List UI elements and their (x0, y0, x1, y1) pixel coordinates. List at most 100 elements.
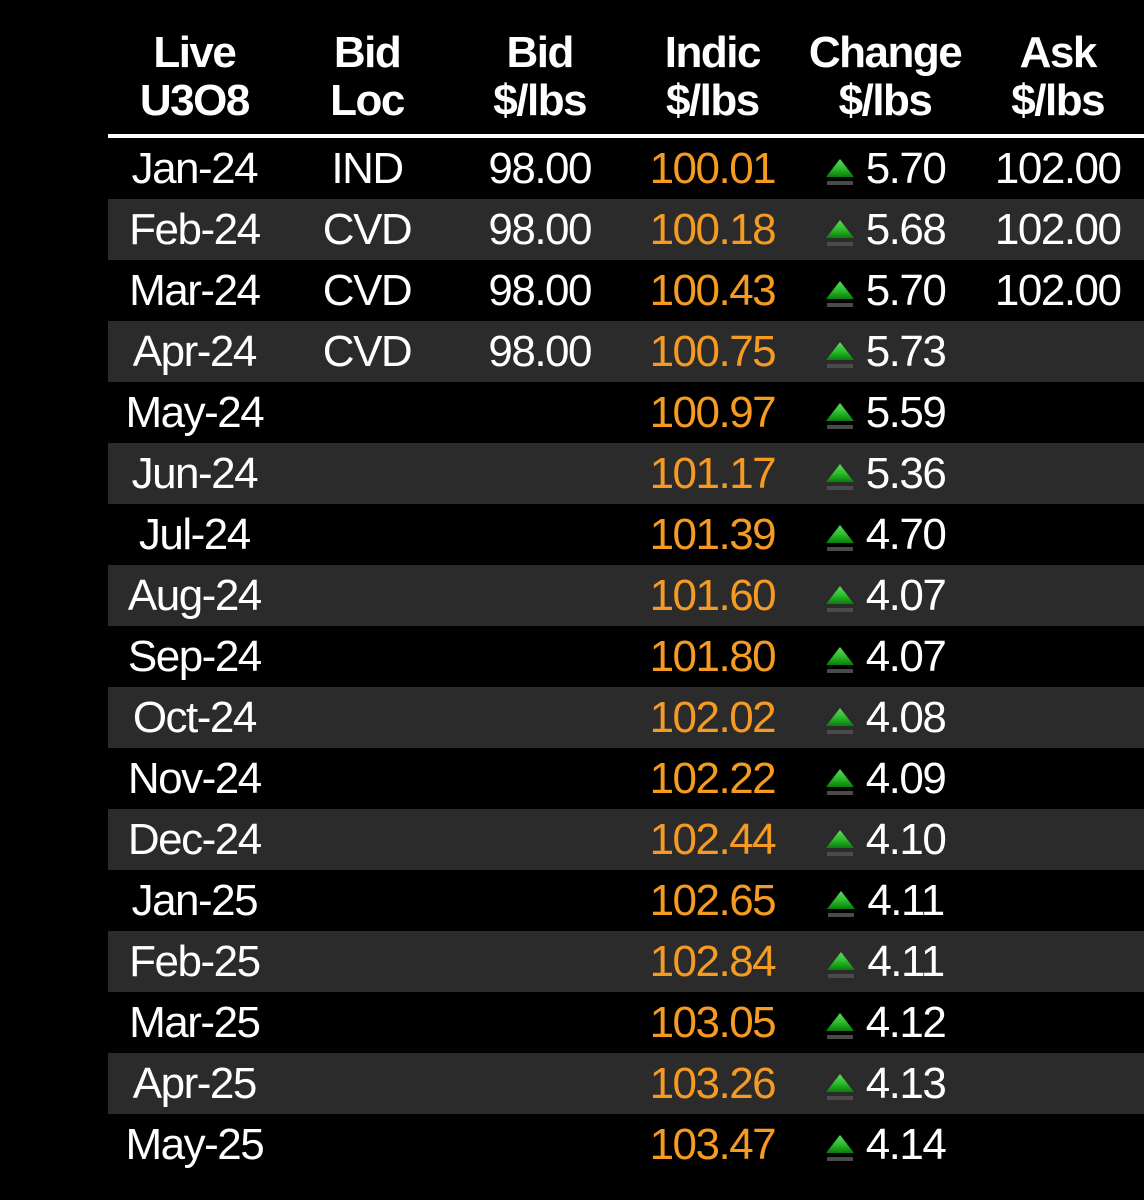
cell-change: 5.36 (799, 443, 972, 504)
cell-change: 4.13 (799, 1053, 972, 1114)
table-row: Dec-24 102.44 4.10 (108, 809, 1144, 870)
cell-ask (971, 321, 1144, 382)
table-row: Feb-24 CVD 98.00 100.18 5.68 102.00 (108, 199, 1144, 260)
up-triangle-icon (825, 1073, 855, 1100)
header-bid-loc: Bid Loc (281, 0, 454, 134)
cell-ask (971, 992, 1144, 1053)
table-row: Apr-25 103.26 4.13 (108, 1053, 1144, 1114)
up-triangle-icon (825, 768, 855, 795)
cell-change: 5.59 (799, 382, 972, 443)
header-line: Change (808, 28, 963, 77)
up-triangle-icon (825, 707, 855, 734)
header-line: Live (153, 28, 237, 77)
header-line: Ask (1019, 28, 1098, 77)
cell-month: Nov-24 (127, 753, 262, 803)
cell-bid (453, 687, 626, 748)
cell-month: Mar-24 (129, 265, 261, 315)
cell-month: Sep-24 (127, 631, 262, 681)
change-value: 5.70 (865, 265, 947, 315)
table-row: Mar-24 CVD 98.00 100.43 5.70 102.00 (108, 260, 1144, 321)
cell-change: 4.70 (799, 504, 972, 565)
change-value: 5.68 (865, 204, 947, 254)
cell-ask (971, 687, 1144, 748)
up-triangle-icon (825, 158, 855, 185)
cell-ask: 102.00 (994, 265, 1122, 315)
header-line: U3O8 (139, 76, 250, 125)
table-row: Jan-24 IND 98.00 100.01 5.70 102.00 (108, 138, 1144, 199)
cell-bid-loc (281, 992, 454, 1053)
cell-bid-loc: IND (331, 143, 404, 193)
table-row: Jun-24 101.17 5.36 (108, 443, 1144, 504)
cell-bid (453, 626, 626, 687)
cell-indic: 101.60 (649, 570, 777, 620)
cell-bid-loc (281, 1053, 454, 1114)
cell-bid (453, 565, 626, 626)
cell-bid (453, 992, 626, 1053)
cell-month: Mar-25 (129, 997, 261, 1047)
cell-change: 4.08 (799, 687, 972, 748)
up-triangle-icon (825, 646, 855, 673)
header-line: Bid (333, 28, 402, 77)
up-triangle-icon (825, 829, 855, 856)
cell-bid (453, 748, 626, 809)
header-live-u3o8: Live U3O8 (108, 0, 281, 134)
cell-indic: 103.47 (649, 1119, 777, 1169)
up-triangle-icon (826, 890, 856, 917)
change-value: 4.10 (865, 814, 947, 864)
change-value: 4.07 (865, 570, 947, 620)
cell-ask (971, 748, 1144, 809)
cell-bid-loc (281, 748, 454, 809)
cell-indic: 101.17 (649, 448, 777, 498)
cell-bid-loc (281, 870, 454, 931)
up-triangle-icon (825, 1012, 855, 1039)
cell-change: 4.12 (799, 992, 972, 1053)
cell-month: Jul-24 (138, 509, 251, 559)
cell-indic: 100.18 (649, 204, 777, 254)
change-value: 4.13 (865, 1058, 947, 1108)
cell-month: Jan-24 (131, 143, 259, 193)
cell-month: Aug-24 (127, 570, 262, 620)
cell-change: 5.70 (799, 138, 972, 199)
change-value: 4.11 (867, 936, 945, 986)
cell-bid: 98.00 (488, 265, 592, 315)
cell-month: Jan-25 (131, 875, 259, 925)
cell-indic: 102.22 (649, 753, 777, 803)
cell-indic: 100.43 (649, 265, 777, 315)
header-change: Change $/lbs (799, 0, 972, 134)
up-triangle-icon (825, 585, 855, 612)
cell-bid-loc: CVD (322, 204, 413, 254)
cell-month: Dec-24 (127, 814, 262, 864)
up-triangle-icon (825, 402, 855, 429)
cell-change: 4.07 (799, 565, 972, 626)
cell-indic: 101.80 (649, 631, 777, 681)
table-row: Apr-24 CVD 98.00 100.75 5.73 (108, 321, 1144, 382)
cell-bid-loc (281, 565, 454, 626)
cell-change: 4.10 (799, 809, 972, 870)
change-value: 4.14 (865, 1119, 947, 1169)
cell-bid-loc (281, 382, 454, 443)
cell-indic: 100.97 (649, 387, 777, 437)
change-value: 5.36 (865, 448, 947, 498)
cell-ask: 102.00 (994, 204, 1122, 254)
table-row: Jan-25 102.65 4.11 (108, 870, 1144, 931)
table-row: Oct-24 102.02 4.08 (108, 687, 1144, 748)
cell-bid-loc (281, 931, 454, 992)
header-indic-price: Indic $/lbs (626, 0, 799, 134)
cell-bid-loc: CVD (322, 326, 413, 376)
cell-indic: 101.39 (649, 509, 777, 559)
cell-month: May-25 (125, 1119, 264, 1169)
cell-ask (971, 382, 1144, 443)
cell-bid-loc (281, 1114, 454, 1175)
cell-bid (453, 382, 626, 443)
cell-bid (453, 931, 626, 992)
cell-ask (971, 931, 1144, 992)
cell-month: Feb-25 (129, 936, 261, 986)
cell-change: 4.14 (799, 1114, 972, 1175)
header-line: $/lbs (1011, 76, 1105, 125)
header-line: $/lbs (493, 76, 587, 125)
cell-bid-loc: CVD (322, 265, 413, 315)
change-value: 5.59 (865, 387, 947, 437)
cell-ask (971, 626, 1144, 687)
header-ask-price: Ask $/lbs (971, 0, 1144, 134)
